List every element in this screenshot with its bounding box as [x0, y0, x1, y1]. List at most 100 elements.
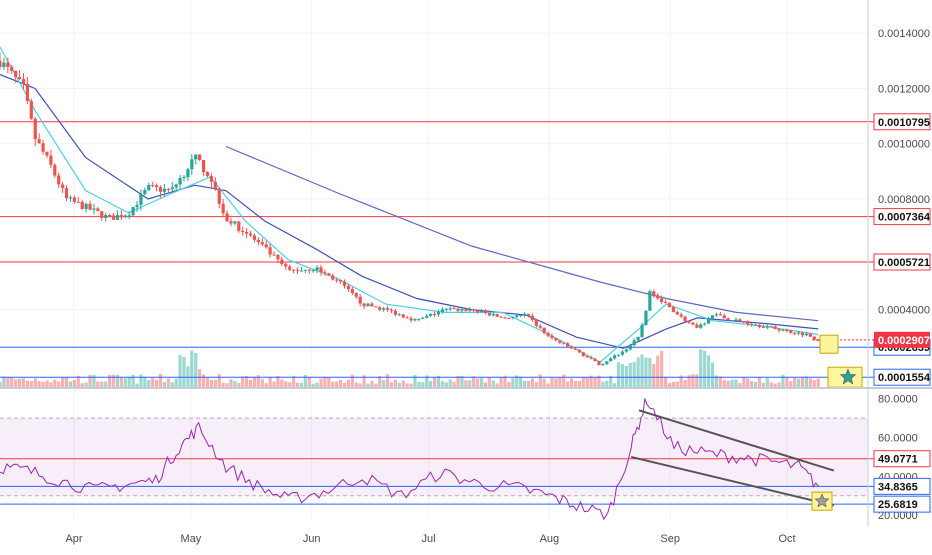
candle-body [49, 155, 53, 165]
volume-bar [499, 377, 503, 387]
candle-body [534, 319, 538, 326]
candle-body [781, 330, 785, 332]
volume-bar [61, 377, 65, 387]
volume-bar [405, 383, 409, 387]
candle-body [245, 232, 249, 234]
volume-bar [624, 365, 628, 387]
volume-bar [644, 357, 648, 387]
volume-bar [816, 378, 820, 387]
price-level-label: 0.0007364 [878, 212, 931, 224]
rsi-level-label: 34.8365 [878, 481, 918, 493]
volume-bar [542, 378, 546, 387]
volume-bar [691, 374, 695, 387]
volume-bar [472, 376, 476, 387]
candle-body [429, 313, 433, 316]
candle-body [237, 221, 241, 231]
candle-body [742, 321, 746, 323]
candle-body [323, 272, 327, 274]
candle-body [710, 315, 715, 319]
candle-body [393, 310, 398, 315]
volume-bar [111, 374, 116, 387]
star-icon [814, 493, 830, 508]
candle-body [366, 303, 370, 307]
volume-bar [147, 379, 151, 387]
volume-bar [429, 381, 433, 387]
volume-bar [636, 357, 640, 387]
volume-bar [616, 362, 621, 387]
candle-body [166, 188, 170, 190]
volume-bar [808, 378, 812, 387]
price-y-tick-label: 0.0008000 [878, 194, 930, 206]
volume-bar [679, 375, 683, 387]
volume-bar [726, 380, 730, 387]
volume-bar [45, 380, 49, 387]
volume-bar [573, 380, 578, 387]
volume-bar [209, 379, 214, 387]
candle-body [456, 308, 460, 311]
volume-bar [440, 381, 444, 387]
volume-bar [29, 381, 33, 387]
candle-body [280, 259, 284, 265]
volume-bar [781, 374, 785, 387]
volume-bar [526, 380, 531, 387]
price-level-label: 0.0005721 [878, 257, 930, 269]
candle-body [397, 314, 401, 316]
candle-body [464, 309, 468, 311]
candles-layer [0, 52, 820, 367]
volume-bar [753, 382, 758, 387]
candle-body [750, 324, 754, 326]
volume-bar [593, 377, 597, 387]
volume-bar [585, 377, 589, 387]
candle-body [452, 308, 456, 310]
volume-bar [597, 375, 601, 387]
volume-bar [695, 374, 699, 387]
volume-bar [456, 375, 460, 387]
candle-body [335, 279, 339, 281]
candle-body [671, 307, 675, 313]
candle-body [84, 203, 88, 209]
candle-body [421, 317, 425, 319]
ma-mid-line [0, 74, 819, 349]
candle-body [440, 309, 444, 312]
candle-body [276, 254, 280, 260]
rsi-level-label-box [873, 495, 931, 513]
volume-bar [366, 383, 370, 387]
candle-body [566, 343, 570, 347]
volume-bar [393, 379, 398, 387]
candle-body [151, 184, 155, 186]
volume-bar [143, 376, 147, 387]
candle-body [162, 188, 167, 192]
candle-body [319, 267, 323, 273]
ma-fast-line [0, 46, 819, 363]
candle-body [644, 310, 648, 326]
candle-body [292, 269, 296, 271]
candle-body [581, 352, 585, 356]
volume-bar [123, 378, 127, 387]
x-tick-label: Sep [660, 533, 680, 545]
price-y-tick-label: 0.0012000 [878, 83, 930, 95]
volume-bar [687, 375, 691, 387]
volume-bar [342, 382, 347, 387]
candle-body [350, 289, 354, 293]
volume-bar [21, 378, 26, 387]
volume-bar [127, 376, 131, 387]
candle-body [17, 76, 22, 79]
candle-body [585, 355, 589, 358]
x-tick-label: Aug [540, 533, 560, 545]
candle-body [460, 309, 464, 311]
candle-body [37, 139, 41, 144]
volume-bar [793, 377, 797, 387]
candle-body [691, 322, 695, 325]
volume-bar [205, 377, 210, 387]
candle-body [558, 340, 562, 343]
volume-bar [350, 374, 354, 387]
candle-body [170, 187, 174, 190]
volume-bar [683, 379, 687, 387]
candle-body [593, 358, 597, 361]
volume-bar [154, 379, 159, 387]
candle-body [401, 314, 405, 318]
volume-bar [444, 382, 448, 387]
volume-bar [546, 383, 550, 387]
volume-bar [37, 381, 41, 387]
volume-bar [632, 361, 636, 387]
